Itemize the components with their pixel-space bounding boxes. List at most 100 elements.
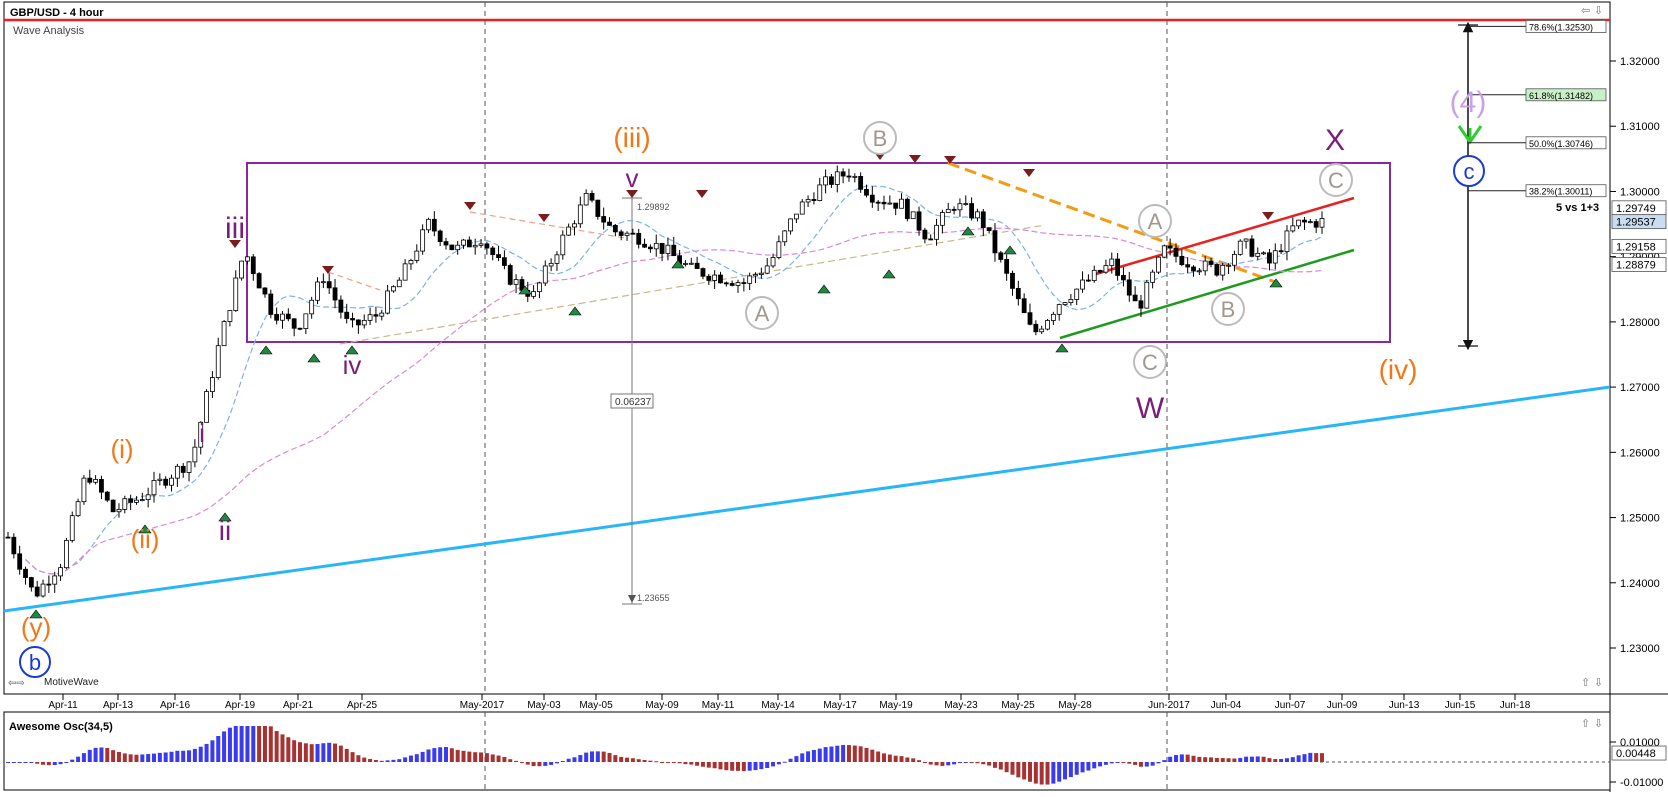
- candle-body: [887, 202, 893, 205]
- wave-label: X: [1325, 124, 1345, 157]
- osc-bar: [192, 748, 197, 762]
- osc-bar: [408, 755, 413, 762]
- osc-bar: [648, 760, 653, 762]
- osc-bar: [636, 759, 641, 762]
- motivewave-logo: ⇦⇨ MotiveWave: [8, 677, 99, 689]
- osc-scroll-up-icon[interactable]: ⇧: [1581, 718, 1590, 730]
- candle-body: [320, 281, 326, 284]
- brand-arrows-icon: ⇦⇨: [8, 678, 25, 689]
- osc-bar: [554, 762, 559, 764]
- osc-bar: [736, 762, 740, 771]
- candle-body: [268, 293, 274, 315]
- candle-body: [764, 265, 770, 274]
- top-scroll-controls[interactable]: ⇦ ⇩: [1581, 5, 1603, 17]
- osc-bar: [590, 751, 594, 762]
- candle-body: [1237, 240, 1243, 255]
- candle-body: [332, 287, 338, 301]
- wave-label: (ii): [131, 524, 160, 554]
- price-badges: 1.29749 1.29537 1.29158 1.28879: [1611, 200, 1667, 272]
- purple-range-box[interactable]: [246, 162, 1391, 343]
- wave-label: iv: [343, 350, 362, 380]
- osc-bar: [969, 762, 974, 763]
- candle-body: [326, 281, 332, 289]
- swing-high-marker: [464, 202, 476, 210]
- scroll-down-icon[interactable]: ⇩: [1594, 5, 1603, 17]
- osc-bar: [420, 751, 425, 762]
- candle-body: [40, 583, 46, 597]
- price-badge-label: 1.29749: [1616, 203, 1656, 215]
- osc-bar: [876, 751, 881, 762]
- bottom-scroll-controls[interactable]: ⇧ ⇩: [1581, 677, 1603, 689]
- osc-scroll-down-icon[interactable]: ⇩: [1594, 718, 1603, 730]
- osc-bar: [362, 757, 367, 762]
- candle-body: [782, 230, 788, 243]
- osc-bar: [642, 759, 647, 762]
- red-channel-top[interactable]: [1095, 196, 1355, 276]
- candle-body: [163, 478, 169, 486]
- osc-bar: [1261, 756, 1266, 762]
- slow-ma-line: [25, 227, 1323, 575]
- osc-bar: [227, 727, 232, 762]
- candle-body: [869, 194, 875, 203]
- candle-body: [893, 202, 899, 209]
- tan-dashed-trend: [339, 224, 1046, 345]
- osc-bar: [1045, 762, 1050, 785]
- wave-label: (i): [110, 434, 133, 464]
- candle-body: [472, 244, 478, 248]
- candle-body: [1255, 252, 1261, 257]
- candle-body: [34, 586, 40, 597]
- candle-body: [93, 479, 98, 483]
- candle-body: [548, 262, 554, 267]
- candle-body: [151, 479, 157, 496]
- candle-body: [1021, 298, 1027, 314]
- candle-body: [577, 204, 583, 225]
- osc-bar: [730, 762, 735, 771]
- candle-body: [280, 313, 285, 321]
- candle-body: [700, 268, 706, 277]
- swing-low-marker: [671, 259, 685, 269]
- osc-bar: [700, 762, 705, 767]
- time-tick-label: Jun-18: [1500, 700, 1531, 711]
- circle-label-ring: [1133, 345, 1167, 379]
- time-tick-label: May-2017: [460, 700, 505, 711]
- osc-bar: [1010, 762, 1015, 775]
- candle-body: [174, 465, 180, 479]
- candle-body: [431, 218, 437, 232]
- osc-bar: [963, 762, 968, 763]
- candle-body: [572, 223, 577, 228]
- osc-bar: [379, 760, 384, 762]
- osc-bar: [928, 762, 933, 765]
- green-channel-bottom[interactable]: [1059, 248, 1355, 340]
- osc-bar: [368, 758, 373, 762]
- osc-bar: [455, 749, 460, 762]
- candle-body: [829, 176, 834, 185]
- scroll-down-icon-2[interactable]: ⇩: [1594, 677, 1603, 689]
- scroll-up-icon[interactable]: ⇧: [1581, 677, 1590, 689]
- osc-bar: [268, 726, 273, 762]
- time-tick-label: Apr-21: [283, 700, 313, 711]
- study-name: Wave Analysis: [13, 25, 85, 37]
- candle-body: [139, 499, 145, 501]
- osc-bar: [1127, 762, 1132, 764]
- scroll-left-icon[interactable]: ⇦: [1581, 5, 1590, 17]
- candle-body: [840, 171, 846, 177]
- cyan-trendline[interactable]: [3, 385, 1611, 613]
- time-tick-label: Jun-15: [1445, 700, 1476, 711]
- osc-bar: [350, 752, 355, 762]
- osc-bar: [315, 744, 320, 762]
- candle-body: [729, 283, 735, 286]
- candle-body: [303, 313, 309, 329]
- osc-scroll-controls[interactable]: ⇧ ⇩: [1581, 718, 1603, 730]
- candle-body: [542, 265, 548, 284]
- osc-bar: [298, 742, 302, 762]
- candle-body: [770, 257, 776, 267]
- osc-bar: [274, 731, 279, 762]
- osc-bar: [788, 758, 793, 762]
- osc-bar: [987, 762, 992, 766]
- candle-body: [104, 491, 110, 501]
- swing-high-marker: [322, 266, 334, 274]
- candle-body: [688, 262, 694, 265]
- osc-bar: [852, 745, 857, 762]
- candle-body: [239, 260, 245, 279]
